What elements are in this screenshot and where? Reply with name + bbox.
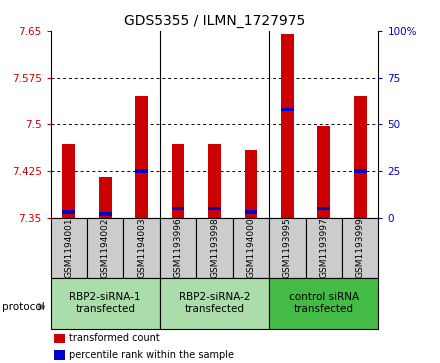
Bar xyxy=(354,169,367,173)
Bar xyxy=(172,207,184,210)
Bar xyxy=(62,210,75,214)
Bar xyxy=(208,144,221,218)
Bar xyxy=(342,218,378,278)
Bar xyxy=(281,34,294,218)
Bar xyxy=(317,207,330,210)
Text: GSM1193996: GSM1193996 xyxy=(173,217,183,278)
Text: GSM1194001: GSM1194001 xyxy=(64,217,73,278)
Bar xyxy=(99,212,112,216)
Bar xyxy=(124,218,160,278)
Bar xyxy=(269,278,378,329)
Text: control siRNA
transfected: control siRNA transfected xyxy=(289,292,359,314)
Bar xyxy=(196,218,233,278)
Bar xyxy=(160,278,269,329)
Bar xyxy=(51,218,87,278)
Text: RBP2-siRNA-2
transfected: RBP2-siRNA-2 transfected xyxy=(179,292,250,314)
Text: protocol: protocol xyxy=(2,302,45,312)
Bar xyxy=(233,218,269,278)
Text: GSM1193997: GSM1193997 xyxy=(319,217,328,278)
Bar xyxy=(269,218,305,278)
Bar xyxy=(135,169,148,173)
Bar xyxy=(172,144,184,218)
Text: RBP2-siRNA-1
transfected: RBP2-siRNA-1 transfected xyxy=(70,292,141,314)
Bar xyxy=(87,218,124,278)
Bar xyxy=(305,218,342,278)
Bar xyxy=(54,350,66,360)
Text: GSM1194003: GSM1194003 xyxy=(137,217,146,278)
Text: GSM1193995: GSM1193995 xyxy=(283,217,292,278)
Bar xyxy=(51,278,160,329)
Bar xyxy=(160,218,196,278)
Bar xyxy=(281,107,294,111)
Text: GSM1193999: GSM1193999 xyxy=(356,217,365,278)
Text: percentile rank within the sample: percentile rank within the sample xyxy=(69,350,234,360)
Bar xyxy=(99,177,112,218)
Bar xyxy=(317,126,330,218)
Bar xyxy=(54,334,66,343)
Bar xyxy=(208,207,221,210)
Bar xyxy=(135,96,148,218)
Bar xyxy=(62,144,75,218)
Text: GSM1194000: GSM1194000 xyxy=(246,217,256,278)
Title: GDS5355 / ILMN_1727975: GDS5355 / ILMN_1727975 xyxy=(124,15,305,28)
Bar xyxy=(245,151,257,218)
Text: GSM1194002: GSM1194002 xyxy=(101,217,110,278)
Text: GSM1193998: GSM1193998 xyxy=(210,217,219,278)
Text: transformed count: transformed count xyxy=(69,334,159,343)
Bar xyxy=(354,96,367,218)
Bar xyxy=(245,210,257,214)
